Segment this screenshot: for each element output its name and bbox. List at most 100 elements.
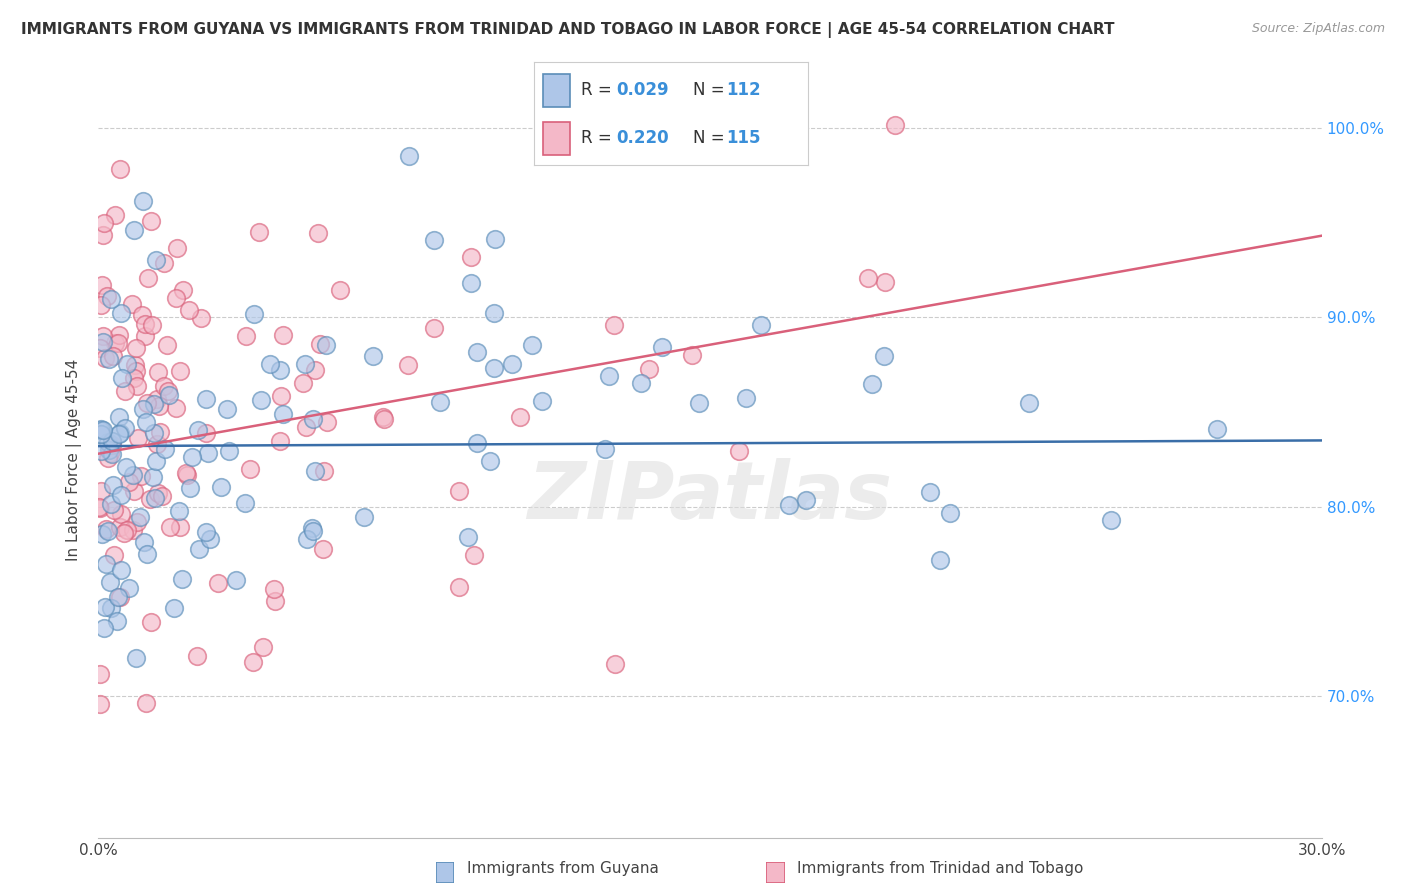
Point (307, 226, 329, 240)
Point (295, 420, 318, 434)
Point (396, 358, 419, 372)
Point (190, 311, 212, 326)
Point (143, 491, 166, 505)
Point (883, 118, 905, 132)
Point (108, 410, 131, 425)
Point (181, 450, 204, 465)
Point (96, 557, 118, 571)
Point (146, 486, 169, 500)
Point (1018, 396, 1040, 410)
Point (93, 621, 115, 635)
Point (195, 425, 218, 440)
Point (89, 423, 111, 437)
Point (100, 600, 122, 615)
Point (131, 308, 153, 322)
Point (465, 345, 488, 359)
Point (304, 465, 326, 479)
Point (132, 534, 155, 549)
Point (118, 475, 141, 489)
Point (110, 306, 132, 320)
Point (91, 329, 114, 343)
Point (89, 501, 111, 516)
Point (97, 352, 120, 367)
Point (271, 407, 294, 421)
Point (169, 364, 191, 378)
Point (115, 459, 138, 474)
Point (603, 657, 626, 671)
Point (159, 520, 181, 534)
Point (484, 232, 506, 246)
Point (353, 510, 375, 524)
Point (90, 426, 112, 441)
Point (429, 394, 451, 409)
Point (873, 349, 896, 363)
Point (165, 291, 187, 305)
Point (107, 426, 129, 441)
Point (939, 506, 962, 520)
Point (292, 376, 315, 390)
Point (114, 384, 136, 398)
Point (110, 488, 132, 502)
Point (157, 388, 180, 402)
Point (135, 547, 157, 561)
Point (270, 389, 292, 403)
Point (651, 340, 673, 354)
Point (97, 443, 120, 458)
Point (329, 284, 352, 298)
Point (460, 250, 482, 264)
Text: ZIPatlas: ZIPatlas (527, 458, 893, 536)
Point (398, 149, 420, 163)
Point (124, 341, 146, 355)
Point (304, 363, 326, 377)
Point (103, 548, 125, 562)
Point (263, 582, 285, 597)
Point (681, 348, 703, 362)
Point (135, 696, 157, 710)
Point (121, 297, 143, 311)
Point (96, 288, 118, 302)
Point (259, 357, 281, 371)
Point (122, 484, 145, 499)
Point (748, 139, 770, 153)
Point (361, 349, 384, 363)
Point (856, 271, 879, 285)
Point (233, 496, 256, 510)
Point (176, 468, 198, 483)
Point (794, 492, 817, 507)
Point (271, 327, 294, 342)
Point (207, 575, 229, 590)
Point (269, 363, 291, 377)
Point (94, 522, 117, 536)
Point (135, 396, 157, 410)
Point (243, 307, 266, 321)
Point (735, 391, 758, 405)
Point (136, 270, 159, 285)
Point (122, 523, 145, 537)
Point (101, 477, 124, 491)
Point (172, 573, 194, 587)
Point (143, 426, 166, 441)
Point (166, 241, 188, 255)
Point (463, 549, 485, 563)
Point (263, 594, 285, 608)
Point (373, 412, 395, 426)
Point (167, 503, 190, 517)
Point (122, 223, 145, 237)
Point (269, 434, 291, 448)
Point (169, 519, 191, 533)
Point (90, 443, 112, 458)
Point (218, 443, 240, 458)
Point (447, 580, 470, 594)
Point (93, 599, 115, 614)
Point (598, 368, 620, 383)
Point (101, 447, 124, 461)
Point (156, 384, 179, 399)
Point (108, 425, 131, 440)
Point (91, 527, 114, 541)
Point (103, 502, 125, 516)
Point (122, 468, 145, 483)
Point (127, 431, 149, 445)
Point (163, 601, 186, 615)
Point (449, 484, 471, 499)
Point (134, 329, 156, 343)
